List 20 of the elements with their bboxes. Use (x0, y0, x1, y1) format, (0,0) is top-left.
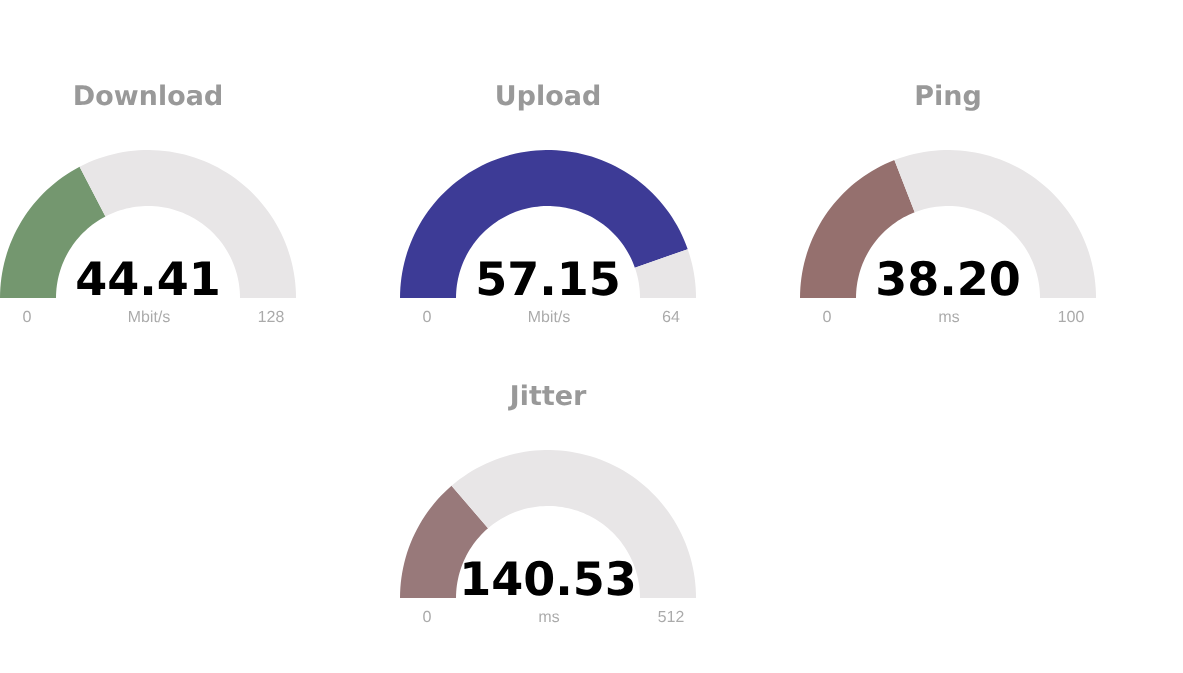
text: 0 (423, 310, 431, 323)
chart-title: Jitter (508, 384, 587, 411)
text: 512 (658, 610, 684, 623)
chart-title: Ping (916, 84, 980, 111)
text: 128 (258, 310, 284, 323)
text: 140.53 (464, 560, 634, 596)
text: Mbit/s (128, 310, 170, 323)
text: 0 (423, 610, 431, 623)
text: 57.15 (478, 261, 618, 296)
text: Mbit/s (528, 310, 570, 323)
chart-title: Download (75, 84, 221, 106)
text: 0 (23, 310, 31, 323)
text: 64 (662, 310, 680, 323)
text: ms (939, 313, 960, 323)
text: 100 (1058, 310, 1084, 323)
chart-title: Upload (497, 84, 600, 111)
text: 44.41 (77, 261, 218, 296)
text: ms (539, 613, 560, 623)
text: 38.20 (878, 260, 1019, 296)
text: 0 (823, 310, 831, 323)
